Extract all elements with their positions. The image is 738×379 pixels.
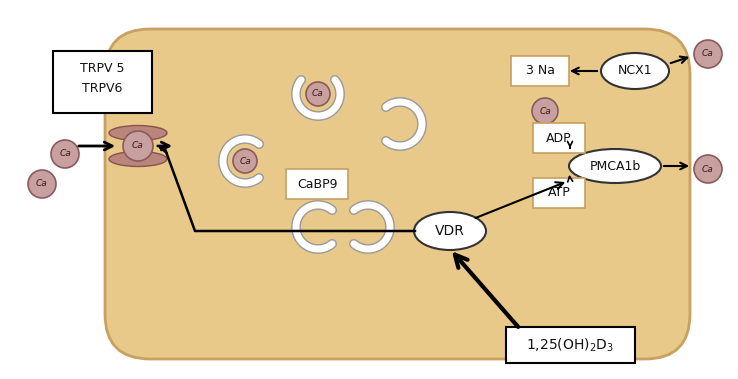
Text: ADP: ADP [546, 132, 572, 144]
Text: Ca: Ca [59, 149, 71, 158]
Ellipse shape [306, 82, 330, 106]
FancyBboxPatch shape [533, 123, 585, 153]
Text: VDR: VDR [435, 224, 465, 238]
FancyBboxPatch shape [533, 178, 585, 208]
Text: Ca: Ca [132, 141, 144, 150]
Text: 3 Na: 3 Na [525, 64, 554, 77]
Text: TRPV6: TRPV6 [82, 81, 123, 94]
FancyBboxPatch shape [511, 56, 569, 86]
Ellipse shape [601, 53, 669, 89]
Ellipse shape [694, 155, 722, 183]
Ellipse shape [569, 149, 661, 183]
Ellipse shape [414, 212, 486, 250]
Ellipse shape [123, 131, 153, 161]
Text: Ca: Ca [312, 89, 324, 99]
Text: Ca: Ca [239, 157, 251, 166]
Text: Ca: Ca [539, 106, 551, 116]
FancyBboxPatch shape [286, 169, 348, 199]
Ellipse shape [233, 149, 257, 173]
Text: 1,25(OH)$_2$D$_3$: 1,25(OH)$_2$D$_3$ [526, 336, 614, 354]
Ellipse shape [532, 98, 558, 124]
Text: Ca: Ca [702, 164, 714, 174]
Ellipse shape [109, 152, 167, 166]
Text: NCX1: NCX1 [618, 64, 652, 77]
FancyBboxPatch shape [105, 29, 690, 359]
Ellipse shape [51, 140, 79, 168]
Text: Ca: Ca [702, 50, 714, 58]
Text: Ca: Ca [36, 180, 48, 188]
Ellipse shape [109, 125, 167, 141]
FancyBboxPatch shape [53, 51, 152, 113]
Ellipse shape [694, 40, 722, 68]
Ellipse shape [28, 170, 56, 198]
Text: CaBP9: CaBP9 [297, 177, 337, 191]
FancyBboxPatch shape [506, 327, 635, 363]
Text: ATP: ATP [548, 186, 570, 199]
Text: TRPV 5: TRPV 5 [80, 61, 124, 75]
Text: PMCA1b: PMCA1b [590, 160, 641, 172]
